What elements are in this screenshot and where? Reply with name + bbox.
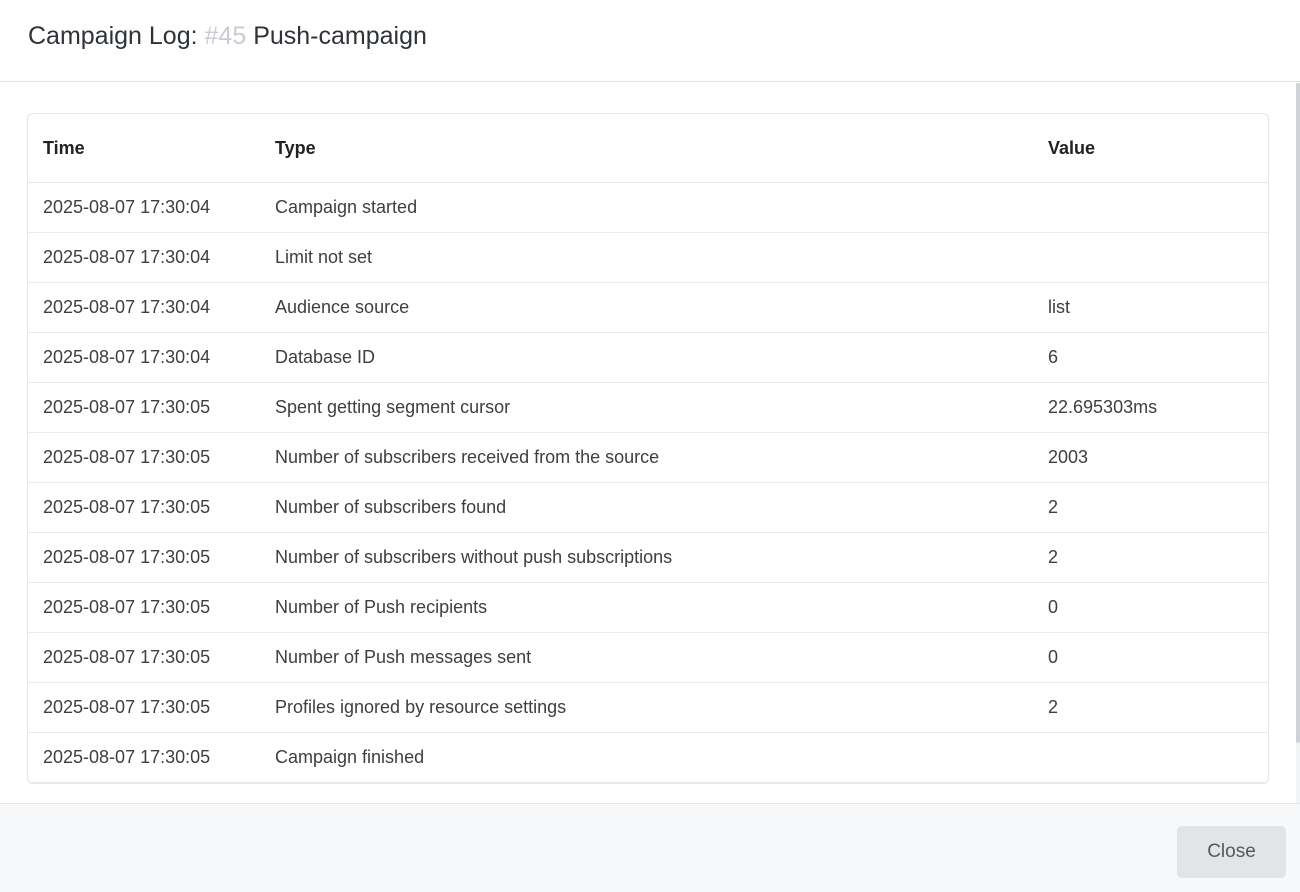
cell-type: Number of subscribers found [260,482,1033,533]
cell-value: list [1033,282,1268,333]
cell-time: 2025-08-07 17:30:05 [28,482,260,533]
table-row: 2025-08-07 17:30:05 Number of Push recipi… [28,582,1268,633]
title-prefix: Campaign Log: [28,22,198,50]
cell-time: 2025-08-07 17:30:05 [28,682,260,733]
scrollbar-thumb[interactable] [1296,83,1300,743]
cell-type: Campaign finished [260,732,1033,783]
cell-type: Number of subscribers received from the … [260,432,1033,483]
cell-type: Number of Push recipients [260,582,1033,633]
cell-value: 6 [1033,332,1268,383]
cell-value [1033,232,1268,283]
table-row: 2025-08-07 17:30:04 Database ID 6 [28,332,1268,383]
table-row: 2025-08-07 17:30:05 Campaign finished [28,732,1268,783]
cell-type: Profiles ignored by resource settings [260,682,1033,733]
cell-type: Number of subscribers without push subsc… [260,532,1033,583]
cell-value: 22.695303ms [1033,382,1268,433]
campaign-name: Push-campaign [253,22,427,50]
column-header-type: Type [260,114,1033,183]
cell-time: 2025-08-07 17:30:05 [28,432,260,483]
log-rows: 2025-08-07 17:30:04 Campaign started 2025-… [28,182,1268,783]
table-row: 2025-08-07 17:30:05 Number of subscribers… [28,432,1268,483]
close-button[interactable]: Close [1177,826,1286,878]
table-row: 2025-08-07 17:30:05 Spent getting segment… [28,382,1268,433]
column-header-value: Value [1033,114,1268,183]
cell-time: 2025-08-07 17:30:05 [28,532,260,583]
log-table-container: Time Type Value 2025-08-07 17:30:04 Campa… [27,113,1269,784]
cell-time: 2025-08-07 17:30:05 [28,582,260,633]
cell-value: 2 [1033,532,1268,583]
cell-time: 2025-08-07 17:30:04 [28,282,260,333]
table-row: 2025-08-07 17:30:05 Number of Push messag… [28,632,1268,683]
cell-type: Number of Push messages sent [260,632,1033,683]
modal-footer: Close [0,803,1300,892]
campaign-id: #45 [204,22,247,50]
scrollbar-track[interactable] [1296,83,1300,803]
table-row: 2025-08-07 17:30:04 Campaign started [28,182,1268,233]
cell-time: 2025-08-07 17:30:05 [28,632,260,683]
log-table: Time Type Value 2025-08-07 17:30:04 Campa… [28,114,1268,783]
cell-time: 2025-08-07 17:30:04 [28,182,260,233]
cell-type: Campaign started [260,182,1033,233]
cell-value: 2 [1033,482,1268,533]
cell-time: 2025-08-07 17:30:04 [28,332,260,383]
cell-time: 2025-08-07 17:30:05 [28,732,260,783]
cell-time: 2025-08-07 17:30:05 [28,382,260,433]
column-header-time: Time [28,114,260,183]
cell-value: 0 [1033,632,1268,683]
cell-type: Audience source [260,282,1033,333]
table-row: 2025-08-07 17:30:05 Number of subscribers… [28,482,1268,533]
cell-type: Spent getting segment cursor [260,382,1033,433]
cell-value [1033,732,1268,783]
table-row: 2025-08-07 17:30:05 Profiles ignored by r… [28,682,1268,733]
cell-value: 2 [1033,682,1268,733]
cell-type: Database ID [260,332,1033,383]
table-row: 2025-08-07 17:30:04 Audience source list [28,282,1268,333]
cell-value [1033,182,1268,233]
cell-time: 2025-08-07 17:30:04 [28,232,260,283]
cell-type: Limit not set [260,232,1033,283]
table-header-row: Time Type Value [28,114,1268,183]
modal-body[interactable]: Time Type Value 2025-08-07 17:30:04 Campa… [0,83,1300,803]
modal-header: Campaign Log: #45 Push-campaign [0,0,1300,82]
modal-title: Campaign Log: #45 Push-campaign [28,22,427,51]
cell-value: 0 [1033,582,1268,633]
cell-value: 2003 [1033,432,1268,483]
table-row: 2025-08-07 17:30:04 Limit not set [28,232,1268,283]
table-row: 2025-08-07 17:30:05 Number of subscribers… [28,532,1268,583]
